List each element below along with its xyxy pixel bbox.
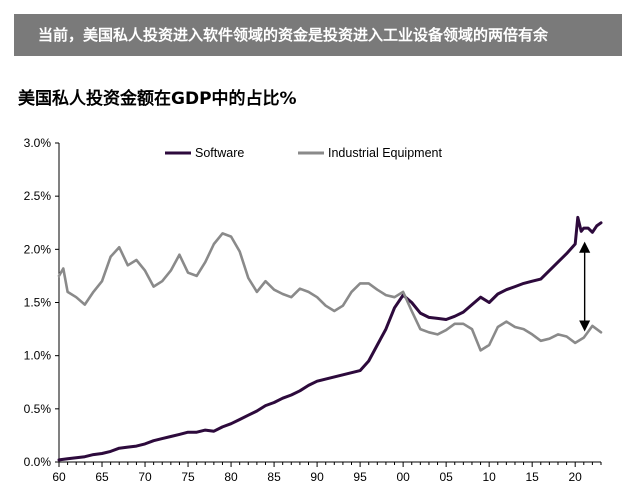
y-tick-label: 0.5%: [24, 402, 52, 416]
x-tick-label: 00: [396, 470, 410, 484]
x-tick-label: 75: [181, 470, 195, 484]
x-tick-label: 05: [439, 470, 453, 484]
chart-title: 美国私人投资金额在GDP中的占比%: [18, 89, 297, 109]
series-line-industrial-equipment: [57, 232, 603, 352]
legend-label: Software: [195, 146, 244, 160]
y-tick-label: 1.0%: [24, 349, 52, 363]
y-tick-label: 1.5%: [24, 296, 52, 310]
x-tick-label: 65: [95, 470, 109, 484]
x-tick-label: 95: [353, 470, 367, 484]
x-tick-label: 90: [310, 470, 324, 484]
y-tick-label: 0.0%: [24, 455, 52, 469]
x-tick-label: 60: [52, 470, 66, 484]
x-tick-label: 15: [525, 470, 539, 484]
x-tick-label: 80: [224, 470, 238, 484]
y-tick-label: 2.5%: [24, 189, 52, 203]
banner-headline: 当前，美国私人投资进入软件领域的资金是投资进入工业设备领域的两倍有余: [14, 14, 622, 56]
y-tick-label: 3.0%: [24, 136, 52, 150]
y-tick-label: 2.0%: [24, 242, 52, 256]
x-tick-label: 10: [482, 470, 496, 484]
series-line-software: [57, 215, 603, 462]
x-tick-label: 70: [138, 470, 152, 484]
legend-label: Industrial Equipment: [328, 146, 442, 160]
x-tick-label: 20: [569, 470, 583, 484]
x-tick-label: 85: [267, 470, 281, 484]
